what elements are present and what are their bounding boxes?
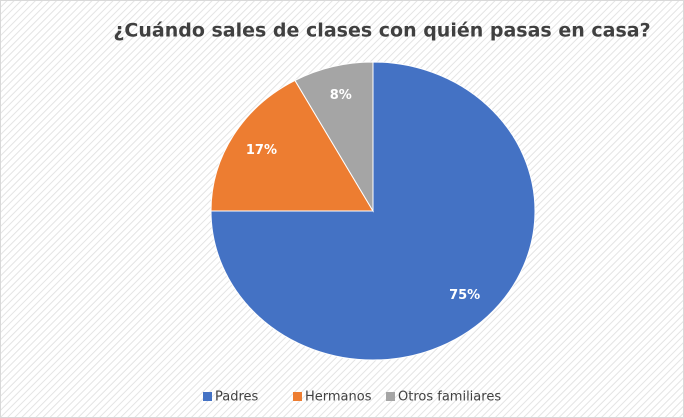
data-label: 17% [246,143,277,158]
legend-label: Hermanos [305,390,372,405]
legend-label: Padres [215,390,259,405]
data-label: 75% [449,288,480,303]
legend-swatch [293,392,302,401]
legend-swatch [203,392,212,401]
pie-slice [294,61,374,213]
pie-slice [210,79,374,212]
data-label: 8% [330,88,352,103]
legend-label: Otros familiares [398,390,501,405]
pie: 75% 17% 8% [210,61,536,361]
legend-swatch [386,392,395,401]
chart-title: ¿Cuándo sales de clases con quién pasas … [113,20,650,42]
legend: Padres Hermanos Otros familiares [203,390,501,405]
